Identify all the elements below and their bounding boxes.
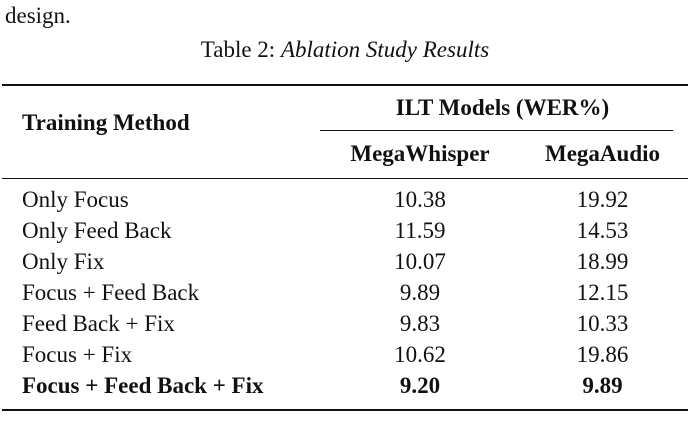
row-method: Only Feed Back bbox=[22, 218, 172, 243]
table-bottom-rule bbox=[2, 409, 688, 411]
row-megawhisper-value: 10.38 bbox=[394, 187, 446, 212]
row-method: Focus + Feed Back bbox=[22, 280, 200, 305]
table-caption-label: Table 2: bbox=[200, 37, 276, 62]
header-megawhisper: MegaWhisper bbox=[350, 141, 490, 166]
header-ilt-models-group: ILT Models (WER%) bbox=[395, 95, 610, 120]
row-megaaudio-value: 19.86 bbox=[576, 342, 629, 367]
row-method: Only Focus bbox=[22, 187, 129, 212]
group-underline-rule bbox=[320, 130, 673, 131]
row-megaaudio-value: 19.92 bbox=[576, 187, 629, 212]
row-method: Feed Back + Fix bbox=[22, 311, 175, 336]
row-megawhisper-value: 9.83 bbox=[399, 311, 441, 336]
header-megaaudio: MegaAudio bbox=[545, 141, 660, 166]
row-method: Only Fix bbox=[22, 249, 105, 274]
table-top-rule bbox=[2, 84, 688, 86]
row-megaaudio-value: 10.33 bbox=[576, 311, 629, 336]
preceding-text: design. bbox=[5, 3, 71, 28]
header-training-method: Training Method bbox=[22, 110, 190, 135]
row-megaaudio-value: 9.89 bbox=[582, 373, 623, 398]
row-megaaudio-value: 18.99 bbox=[576, 249, 629, 274]
row-megawhisper-value: 10.07 bbox=[394, 249, 446, 274]
row-megawhisper-value: 11.59 bbox=[394, 218, 446, 243]
header-bottom-rule bbox=[2, 178, 688, 179]
row-megawhisper-value: 9.89 bbox=[399, 280, 441, 305]
table-caption-title: Ablation Study Results bbox=[280, 37, 490, 62]
row-megawhisper-value: 10.62 bbox=[394, 342, 446, 367]
table-caption: Table 2: Ablation Study Results bbox=[0, 36, 690, 64]
row-megawhisper-value: 9.20 bbox=[399, 373, 441, 398]
row-megaaudio-value: 12.15 bbox=[576, 280, 629, 305]
row-megaaudio-value: 14.53 bbox=[576, 218, 629, 243]
row-method: Focus + Feed Back + Fix bbox=[22, 373, 264, 398]
row-method: Focus + Fix bbox=[22, 342, 133, 367]
